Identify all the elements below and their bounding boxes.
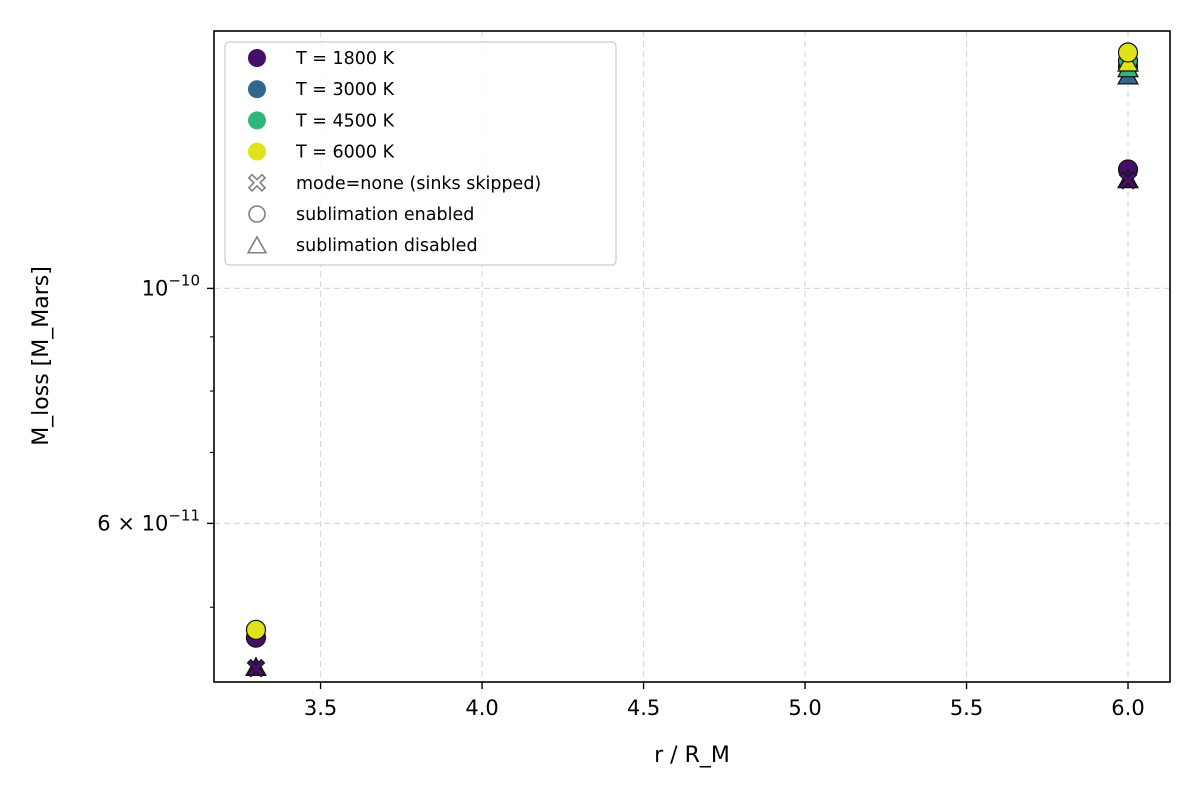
legend-marker-mode-none-sinks-skipped [247, 173, 267, 193]
y-axis-label: M_loss [M_Mars] [29, 266, 54, 446]
legend-label-mode-none-sinks-skipped: mode=none (sinks skipped) [296, 174, 541, 194]
legend-marker-t-4500-k [248, 111, 266, 130]
x-axis-label: r / R_M [654, 743, 730, 768]
x-tick-label: 6.0 [1111, 696, 1144, 720]
legend-label-t-3000-k: T = 3000 K [295, 80, 395, 100]
data-point-6000k-circle [245, 619, 267, 640]
y-tick-label: 10−10 [142, 271, 200, 300]
legend-label-sublimation-enabled: sublimation enabled [296, 205, 474, 225]
data-point-6000k-circle [1117, 42, 1139, 63]
data-point-1800k-x [1118, 170, 1138, 190]
grid [214, 31, 1170, 682]
legend-label-sublimation-disabled: sublimation disabled [296, 236, 478, 256]
legend-label-t-6000-k: T = 6000 K [295, 143, 395, 163]
data-points [245, 42, 1139, 678]
x-tick-label: 4.0 [465, 696, 498, 720]
legend-label-t-4500-k: T = 4500 K [295, 111, 395, 131]
plot-frame [213, 30, 1171, 683]
legend-label-t-1800-k: T = 1800 K [295, 49, 395, 69]
legend-marker-sublimation-enabled [248, 205, 266, 223]
legend-marker-t-1800-k [248, 49, 266, 67]
x-axis-ticks: 3.5 4.0 4.5 5.0 5.5 6.0 [304, 682, 1145, 720]
data-point-1800k-x [246, 658, 266, 678]
y-axis-ticks: 10−10 6 × 10−11 [97, 271, 214, 608]
x-tick-label: 4.5 [627, 696, 660, 720]
legend-box [224, 41, 617, 266]
x-tick-label: 5.5 [950, 696, 983, 720]
x-tick-label: 5.0 [788, 696, 821, 720]
y-tick-label: 6 × 10−11 [97, 506, 200, 535]
legend-marker-sublimation-disabled [246, 235, 268, 254]
x-tick-label: 3.5 [304, 696, 337, 720]
legend-marker-t-3000-k [248, 80, 266, 99]
legend-marker-t-6000-k [248, 142, 266, 161]
legend: T = 1800 K T = 3000 K T = 4500 K T = 6000 K… [224, 41, 617, 266]
